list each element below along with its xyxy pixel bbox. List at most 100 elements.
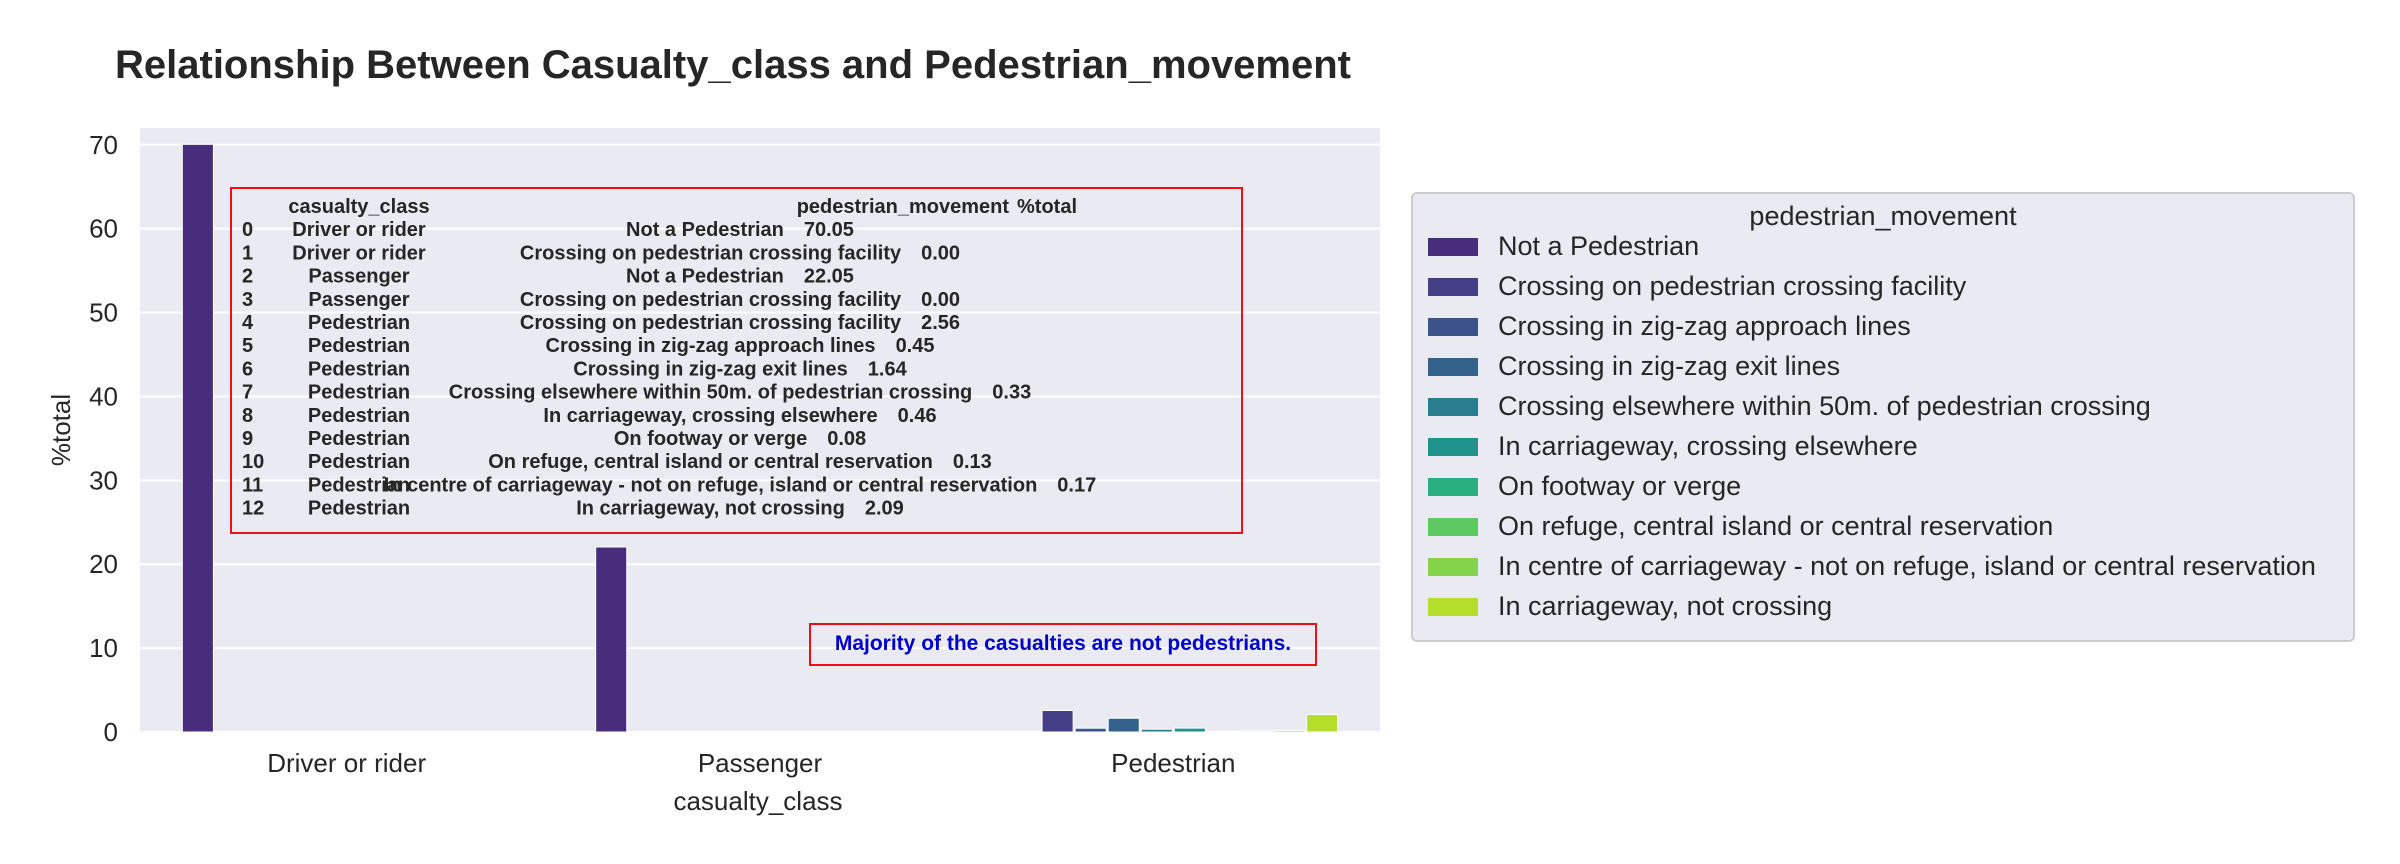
- table-cell-movement-total: Not a Pedestrian 22.05: [626, 266, 854, 288]
- table-header-movement: pedestrian_movement: [797, 196, 1010, 218]
- bar: [1074, 727, 1107, 733]
- table-cell-class: Pedestrian: [308, 312, 410, 334]
- legend-swatch: [1428, 238, 1478, 256]
- legend-swatch: [1428, 318, 1478, 336]
- legend-title: pedestrian_movement: [1749, 201, 2017, 231]
- table-cell-index: 4: [242, 312, 254, 334]
- table-cell-movement-total: In carriageway, crossing elsewhere 0.46: [543, 405, 936, 427]
- y-tick-label: 10: [89, 633, 118, 663]
- table-cell-movement-total: Crossing elsewhere within 50m. of pedest…: [449, 382, 1031, 404]
- bar: [1140, 728, 1173, 733]
- bar: [1306, 713, 1339, 733]
- table-box: [230, 187, 1243, 534]
- table-cell-total: 0.45: [896, 335, 935, 357]
- table-cell-class: Pedestrian: [308, 451, 410, 473]
- y-tick-label: 30: [89, 465, 118, 495]
- y-axis-label: %total: [46, 394, 76, 466]
- legend-swatch: [1428, 438, 1478, 456]
- table-cell-movement: Crossing on pedestrian crossing facility: [520, 242, 902, 264]
- table-cell-movement: On refuge, central island or central res…: [488, 451, 933, 473]
- table-cell-movement-total: In carriageway, not crossing 2.09: [576, 498, 904, 520]
- table-cell-movement: Crossing on pedestrian crossing facility: [520, 312, 902, 334]
- table-cell-index: 6: [242, 358, 253, 380]
- x-tick-label: Passenger: [698, 748, 823, 778]
- table-cell-movement-total: Crossing on pedestrian crossing facility…: [520, 242, 960, 264]
- legend: Not a Pedestrian Crossing on pedestrian c…: [1428, 231, 2316, 621]
- table-cell-index: 11: [242, 474, 263, 496]
- legend-swatch: [1428, 398, 1478, 416]
- table-cell-movement: Crossing in zig-zag exit lines: [573, 358, 848, 380]
- bar: [595, 546, 628, 733]
- legend-label: In carriageway, crossing elsewhere: [1498, 431, 1918, 461]
- table-cell-class: Pedestrian: [308, 382, 410, 404]
- table-cell-index: 8: [242, 405, 253, 427]
- y-tick-label: 50: [89, 298, 118, 328]
- table-cell-movement: Crossing in zig-zag approach lines: [546, 335, 876, 357]
- table-cell-movement: In carriageway, not crossing: [576, 498, 845, 520]
- table-cell-total: 0.08: [827, 428, 866, 450]
- table-cell-movement-total: Crossing on pedestrian crossing facility…: [520, 289, 960, 311]
- table-cell-total: 0.00: [921, 289, 960, 311]
- x-axis-label: casualty_class: [673, 786, 842, 816]
- x-tick-labels: Driver or rider Passenger Pedestrian: [267, 748, 1235, 778]
- table-cell-class: Pedestrian: [308, 498, 410, 520]
- table-cell-movement: In carriageway, crossing elsewhere: [543, 405, 877, 427]
- bar: [1239, 730, 1273, 733]
- table-cell-movement-total: Crossing in zig-zag exit lines 1.64: [573, 358, 907, 380]
- table-cell-movement: Not a Pedestrian: [626, 266, 784, 288]
- table-cell-movement-total: Not a Pedestrian 70.05: [626, 219, 854, 241]
- y-tick-label: 0: [104, 717, 118, 747]
- grid-lines: [140, 143, 1380, 733]
- x-tick-label: Driver or rider: [267, 748, 426, 778]
- y-tick-label: 60: [89, 214, 118, 244]
- y-tick-labels: 0 10 20 30 40 50 60 70: [89, 130, 118, 747]
- bar: [1273, 730, 1306, 733]
- table-cell-index: 1: [242, 242, 253, 264]
- bar: [181, 143, 214, 733]
- table-cell-movement-total: On footway or verge 0.08: [614, 428, 866, 450]
- annotation-text: Majority of the casualties are not pedes…: [835, 632, 1291, 655]
- legend-swatch: [1428, 558, 1478, 576]
- legend-label: On refuge, central island or central res…: [1498, 511, 2053, 541]
- table-cell-movement: Crossing on pedestrian crossing facility: [520, 289, 902, 311]
- table-cell-movement-total: In centre of carriageway - not on refuge…: [384, 474, 1096, 496]
- legend-box: [1411, 192, 2355, 642]
- legend-label: In carriageway, not crossing: [1498, 591, 1832, 621]
- table-cell-total: 0.33: [992, 382, 1031, 404]
- table-cell-class: Passenger: [308, 266, 409, 288]
- table-cell-class: Pedestrian: [308, 335, 410, 357]
- legend-swatch: [1428, 478, 1478, 496]
- table-cell-index: 7: [242, 382, 253, 404]
- x-tick-label: Pedestrian: [1111, 748, 1235, 778]
- table-cell-class: Pedestrian: [308, 405, 410, 427]
- legend-label: Crossing on pedestrian crossing facility: [1498, 271, 1967, 301]
- table-cell-index: 2: [242, 266, 253, 288]
- table-cell-movement: Crossing elsewhere within 50m. of pedest…: [449, 382, 972, 404]
- bar: [1206, 730, 1239, 733]
- y-tick-label: 40: [89, 381, 118, 411]
- legend-label: Crossing in zig-zag approach lines: [1498, 311, 1911, 341]
- legend-swatch: [1428, 518, 1478, 536]
- table-cell-movement: On footway or verge: [614, 428, 807, 450]
- table-cell-movement-total: Crossing in zig-zag approach lines 0.45: [546, 335, 935, 357]
- table-cell-total: 0.46: [898, 405, 937, 427]
- legend-label: Crossing in zig-zag exit lines: [1498, 351, 1840, 381]
- legend-label: Crossing elsewhere within 50m. of pedest…: [1498, 391, 2151, 421]
- table-cell-movement-total: On refuge, central island or central res…: [488, 451, 992, 473]
- table-cell-total: 0.17: [1057, 474, 1096, 496]
- table-cell-index: 9: [242, 428, 253, 450]
- table-cell-total: 22.05: [804, 266, 854, 288]
- table-cell-movement: In centre of carriageway - not on refuge…: [384, 474, 1038, 496]
- table-cell-movement-total: Crossing on pedestrian crossing facility…: [520, 312, 960, 334]
- table-cell-index: 12: [242, 498, 264, 520]
- data-table: casualty_class pedestrian_movement %total 0…: [242, 196, 1096, 520]
- legend-swatch: [1428, 598, 1478, 616]
- table-cell-class: Pedestrian: [308, 428, 410, 450]
- y-tick-label: 20: [89, 549, 118, 579]
- chart-title: Relationship Between Casualty_class and …: [115, 43, 1351, 87]
- legend-swatch: [1428, 358, 1478, 376]
- table-header-class: casualty_class: [288, 196, 429, 218]
- bar: [1041, 710, 1074, 733]
- bars: [181, 143, 1339, 733]
